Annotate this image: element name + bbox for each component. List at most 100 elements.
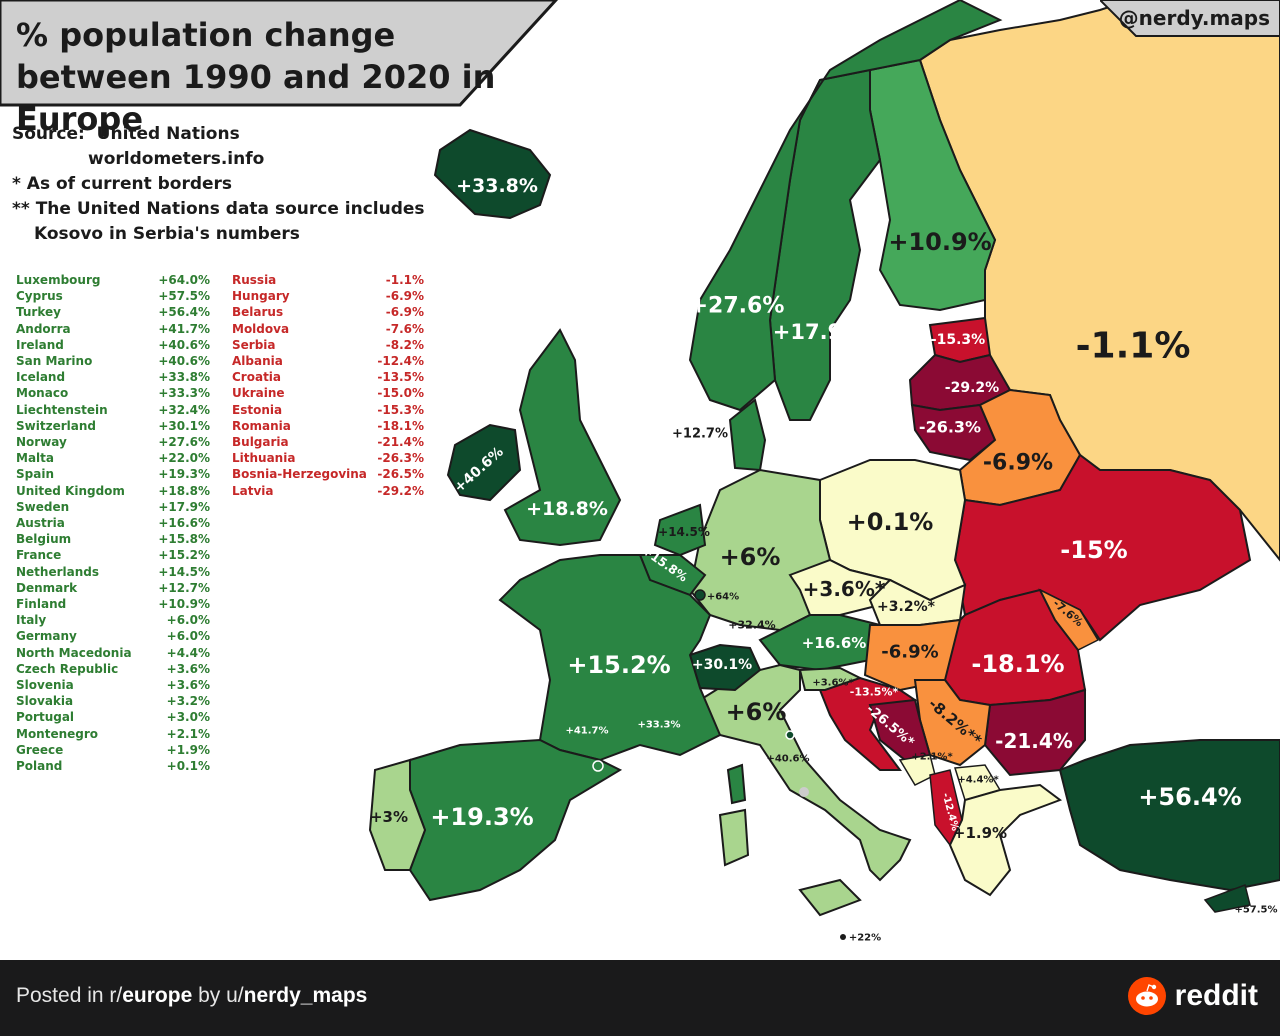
legend-row: Spain +19.3% [16, 466, 210, 482]
legend-value: +6.0% [166, 629, 210, 644]
country-netherlands [653, 503, 707, 557]
legend-value: +40.6% [158, 354, 210, 369]
country-france [498, 554, 722, 762]
legend-country: Slovenia [16, 678, 74, 693]
map-label-latvia: -29.2% [944, 380, 1000, 396]
legend-row: Portugal +3.0% [16, 709, 210, 725]
legend-country: United Kingdom [16, 483, 125, 498]
legend-row: Lithuania -26.3% [232, 450, 424, 466]
legend-row: Serbia -8.2% [232, 337, 424, 353]
reddit-snoo-icon [1127, 977, 1166, 1015]
legend-value: +40.6% [158, 337, 210, 352]
legend-country: Latvia [232, 483, 274, 498]
legend-country: Norway [16, 435, 67, 450]
handle-banner [1100, 0, 1280, 37]
legend-country: Germany [16, 629, 77, 644]
legend-value: +18.8% [158, 483, 210, 498]
map-image: % population change between 1990 and 202… [0, 0, 1280, 944]
legend-country: Moldova [232, 321, 290, 336]
legend-country: Monaco [16, 386, 69, 401]
map-label-luxembourg: +64% [706, 591, 740, 603]
map-label-croatia: -13.5%* [849, 685, 899, 699]
legend-row: Czech Republic +3.6% [16, 661, 210, 677]
source-line2: worldometers.info [88, 149, 265, 169]
legend-country: Turkey [16, 305, 61, 320]
country-norway [688, 0, 1003, 412]
legend-row: Estonia -15.3% [232, 402, 424, 418]
legend-value: +33.3% [158, 386, 210, 401]
legend-value: -6.9% [385, 305, 424, 320]
map-label-sweden: +17.9% [772, 320, 864, 344]
legend-value: +33.8% [158, 370, 210, 385]
legend-row: France +15.2% [16, 547, 210, 563]
map-label-estonia: -15.3% [930, 332, 986, 348]
legend-row: Monaco +33.3% [16, 385, 210, 401]
map-label-monaco: +33.3% [637, 719, 681, 731]
legend-country: Liechtenstein [16, 402, 108, 417]
legend-row: Turkey +56.4% [16, 304, 210, 320]
legend-country: Malta [16, 451, 54, 466]
island-sicily [798, 878, 862, 917]
legend-row: Ireland +40.6% [16, 337, 210, 353]
map-label-romania: -18.1% [971, 650, 1065, 678]
user-link[interactable]: nerdy_maps [243, 984, 368, 1007]
legend-row: United Kingdom +18.8% [16, 483, 210, 499]
legend-value: +32.4% [158, 402, 210, 417]
legend-row: Sweden +17.9% [16, 499, 210, 515]
map-label-denmark: +12.7% [672, 426, 728, 442]
legend-row: Cyprus +57.5% [16, 288, 210, 304]
legend-country: Ireland [16, 337, 64, 352]
legend-value: +4.4% [166, 645, 210, 660]
legend-row: Romania -18.1% [232, 418, 424, 434]
legend-country: Italy [16, 613, 47, 628]
map-label-poland: +0.1% [846, 508, 934, 536]
legend-value: +41.7% [158, 321, 210, 336]
legend-row: Slovenia +3.6% [16, 677, 210, 693]
legend-row: Poland +0.1% [16, 758, 210, 774]
legend-country: Luxembourg [16, 273, 101, 287]
legend-value: -18.1% [377, 418, 424, 433]
legend-country: North Macedonia [16, 645, 132, 660]
legend-country: Belgium [16, 532, 72, 547]
legend-value: +3.6% [166, 678, 210, 693]
country-uk [503, 328, 622, 547]
legend-row: Bulgaria -21.4% [232, 434, 424, 450]
map-label-portugal: +3% [369, 808, 409, 826]
legend-value: +15.2% [158, 548, 210, 563]
legend-country: Lithuania [232, 451, 296, 466]
country-italy [698, 663, 912, 882]
map-label-austria: +16.6% [801, 634, 867, 652]
reddit-logo[interactable]: reddit [1127, 976, 1258, 1016]
legend-row: Moldova -7.6% [232, 321, 424, 337]
map-label-spain: +19.3% [430, 803, 534, 831]
map-label-germany: +6% [719, 543, 781, 571]
posted-by: by u/ [192, 984, 244, 1007]
legend-row: Switzerland +30.1% [16, 418, 210, 434]
legend-value: +16.6% [158, 516, 210, 531]
legend-value: +14.5% [158, 564, 210, 579]
legend-value: +64.0% [158, 273, 210, 287]
europe-map [368, 0, 1280, 940]
legend-row: Belgium +15.8% [16, 531, 210, 547]
marker-andorra [592, 760, 604, 772]
legend-value: -26.3% [377, 451, 424, 466]
reddit-wordmark: reddit [1174, 979, 1258, 1012]
legend-country: Switzerland [16, 418, 96, 433]
legend-country: Belarus [232, 305, 284, 320]
legend-row: Luxembourg +64.0% [16, 272, 210, 288]
legend-country: Denmark [16, 580, 78, 595]
legend-row: Finland +10.9% [16, 596, 210, 612]
legend-country: Poland [16, 759, 63, 774]
country-croatia [818, 676, 918, 771]
legend-country: Cyprus [16, 289, 63, 304]
posted-in-text: Posted in r/europe by u/nerdy_maps [16, 984, 367, 1008]
map-label-italy: +6% [725, 698, 787, 726]
posted-prefix: Posted in r/ [16, 984, 123, 1007]
island-sardinia [718, 808, 750, 867]
title-banner [0, 0, 559, 107]
country-cyprus [1203, 884, 1251, 913]
subreddit-link[interactable]: europe [122, 984, 193, 1007]
legend-value: +56.4% [158, 305, 210, 320]
legend-value: +3.0% [166, 710, 210, 725]
country-bulgaria [983, 688, 1086, 777]
